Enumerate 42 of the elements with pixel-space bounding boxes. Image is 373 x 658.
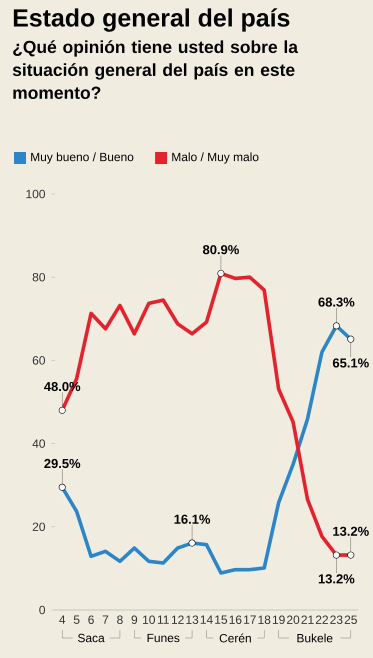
x-tick-label: 16 [230, 616, 242, 624]
text: Cerén [220, 634, 251, 642]
y-tick-label: 60 [32, 356, 46, 365]
x-tick-label: 4 [59, 616, 66, 624]
text: Saca [78, 634, 105, 642]
chart-subtitle: ¿Qué opinión tiene usted sobre la situación general del país en este momento? [12, 40, 298, 99]
data-label: 29.5% [44, 458, 80, 468]
x-tick-label: 25 [344, 616, 357, 624]
x-tick-label: 6 [88, 616, 94, 624]
x-tick-label: 9 [132, 616, 138, 624]
data-label: 68.3% [318, 297, 354, 307]
data-label: 13.2% [333, 526, 369, 536]
y-tick-label: 40 [32, 439, 46, 448]
y-tick-label: 0 [39, 606, 46, 614]
x-tick-label: 18 [258, 616, 270, 624]
data-label: 80.9% [202, 245, 239, 254]
x-tick-label: 15 [215, 616, 228, 624]
y-tick-label: 20 [32, 522, 46, 532]
text: Bukele [297, 634, 332, 642]
y-tick-label: 80 [32, 272, 46, 282]
x-tick-label: 17 [244, 616, 256, 624]
x-tick-label: 22 [316, 616, 328, 624]
x-tick-label: 20 [287, 616, 300, 624]
x-tick-label: 23 [330, 616, 342, 624]
x-tick-label: 10 [143, 616, 155, 624]
data-label: 16.1% [174, 514, 210, 524]
data-label: 13.2% [318, 574, 354, 584]
text: Funes [148, 634, 180, 642]
x-tick-label: 7 [102, 616, 108, 624]
x-tick-label: 5 [74, 616, 80, 624]
legend-label: Malo / Muy malo [172, 152, 258, 164]
x-tick-label: 19 [272, 616, 285, 624]
chart-title: Estado general del país [14, 8, 290, 32]
data-label: 65.1% [332, 358, 369, 368]
x-tick-label: 11 [158, 616, 169, 624]
legend-label: Muy bueno / Bueno [31, 152, 134, 164]
x-tick-label: 14 [200, 616, 213, 624]
x-tick-label: 21 [301, 616, 314, 624]
x-tick-label: 8 [117, 616, 123, 624]
x-tick-label: 12 [172, 616, 184, 624]
x-tick-label: 13 [186, 616, 198, 624]
y-tick-label: 100 [26, 190, 46, 198]
